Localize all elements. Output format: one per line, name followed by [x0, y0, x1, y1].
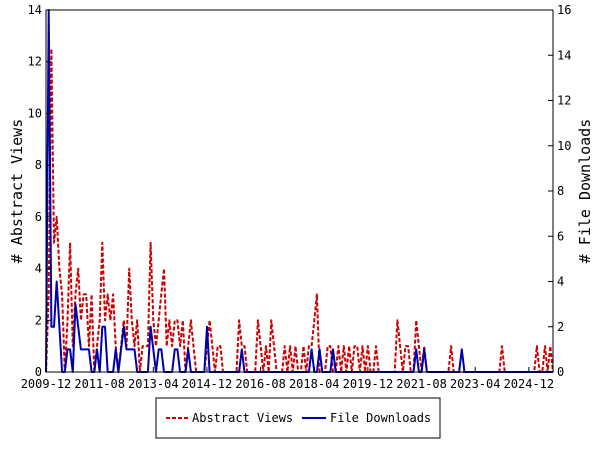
y-tick-label-left: 2 — [35, 313, 42, 327]
y-tick-label-right: 6 — [557, 229, 564, 243]
x-tick-label: 2009-12 — [21, 377, 72, 391]
x-tick-label: 2011-08 — [74, 377, 125, 391]
y-tick-label-right: 10 — [557, 139, 571, 153]
y-tick-label-right: 16 — [557, 3, 571, 17]
x-tick-label: 2021-08 — [396, 377, 447, 391]
y-tick-label-right: 12 — [557, 94, 571, 108]
legend-label-file-downloads: File Downloads — [330, 411, 431, 425]
y-tick-label-right: 14 — [557, 48, 571, 62]
x-tick-label: 2016-08 — [235, 377, 286, 391]
y-tick-label-left: 4 — [35, 262, 42, 276]
y-tick-label-left: 8 — [35, 158, 42, 172]
y-tick-label-right: 8 — [557, 184, 564, 198]
y-tick-label-left: 14 — [28, 3, 42, 17]
y-tick-label-right: 4 — [557, 275, 564, 289]
x-tick-label: 2018-04 — [289, 377, 340, 391]
x-tick-label: 2019-12 — [343, 377, 394, 391]
legend-label-abstract-views: Abstract Views — [192, 411, 293, 425]
y-tick-label-right: 2 — [557, 320, 564, 334]
y-axis-title-left: # Abstract Views — [8, 119, 26, 264]
legend-box — [155, 397, 441, 439]
x-tick-label: 2014-12 — [182, 377, 233, 391]
x-tick-label: 2024-12 — [504, 377, 555, 391]
x-tick-label: 2023-04 — [450, 377, 501, 391]
y-tick-label-left: 12 — [28, 55, 42, 69]
y-tick-label-left: 6 — [35, 210, 42, 224]
x-tick-label: 2013-04 — [128, 377, 179, 391]
y-tick-label-left: 10 — [28, 106, 42, 120]
y-tick-label-right: 0 — [557, 365, 564, 379]
y-axis-title-right: # File Downloads — [576, 119, 594, 264]
legend: Abstract Views File Downloads — [155, 397, 441, 439]
y-tick-label-left: 0 — [35, 365, 42, 379]
